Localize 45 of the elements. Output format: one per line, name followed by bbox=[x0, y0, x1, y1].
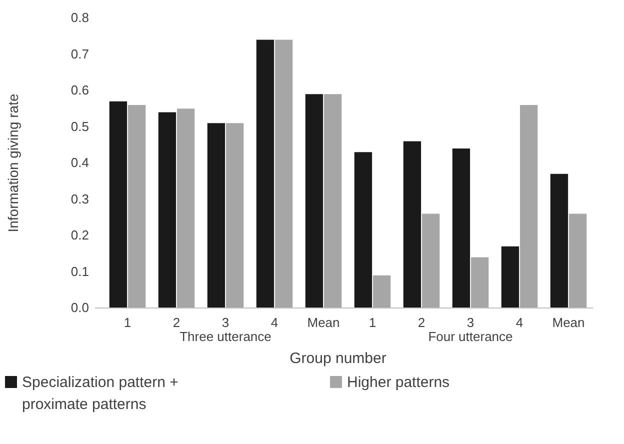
bar bbox=[274, 40, 293, 308]
bar bbox=[128, 105, 146, 308]
y-tick-label: 0.7 bbox=[70, 46, 89, 62]
x-tick-label: 1 bbox=[124, 315, 132, 330]
bar bbox=[550, 174, 568, 308]
bar bbox=[354, 152, 372, 308]
y-tick-label: 0.8 bbox=[70, 10, 89, 26]
x-tick-label: 4 bbox=[516, 315, 524, 330]
y-tick-label: 0.2 bbox=[70, 228, 89, 243]
bar bbox=[520, 105, 538, 308]
y-axis-title: Information giving rate bbox=[5, 94, 21, 232]
x-tick-label: 2 bbox=[172, 315, 180, 330]
text: Three utterance bbox=[180, 329, 272, 344]
bar bbox=[256, 40, 274, 308]
x-tick-label: 4 bbox=[270, 315, 278, 330]
bar bbox=[470, 257, 489, 308]
y-tick-label: 0.0 bbox=[70, 300, 89, 316]
bar bbox=[226, 123, 244, 308]
bar bbox=[207, 123, 226, 308]
bar bbox=[176, 108, 195, 308]
bar bbox=[403, 141, 422, 308]
bar bbox=[372, 275, 391, 308]
x-tick-label: Mean bbox=[552, 315, 585, 330]
y-tick-label: 0.5 bbox=[70, 118, 89, 134]
bar bbox=[568, 214, 587, 308]
bar bbox=[109, 101, 128, 308]
y-tick-label: 0.4 bbox=[70, 155, 89, 170]
bar bbox=[324, 94, 342, 308]
bar bbox=[422, 214, 440, 308]
x-tick-label: 1 bbox=[368, 315, 376, 330]
y-tick-label: 0.6 bbox=[70, 82, 89, 98]
x-tick-label: Mean bbox=[307, 315, 340, 330]
bar bbox=[305, 94, 324, 308]
x-axis-title: Group number bbox=[290, 350, 386, 367]
bar bbox=[158, 112, 176, 308]
legend-label: Specialization pattern + proximate patterns bbox=[22, 374, 179, 413]
bar bbox=[501, 246, 520, 308]
text: Four utterance bbox=[428, 329, 513, 344]
y-tick-label: 0.3 bbox=[70, 191, 89, 206]
x-tick-label: 3 bbox=[222, 315, 230, 330]
legend-label: Higher patterns bbox=[347, 374, 450, 391]
bar bbox=[452, 148, 470, 308]
x-tick-label: 2 bbox=[418, 315, 426, 330]
x-tick-label: 3 bbox=[466, 315, 474, 330]
y-tick-label: 0.1 bbox=[70, 264, 89, 279]
